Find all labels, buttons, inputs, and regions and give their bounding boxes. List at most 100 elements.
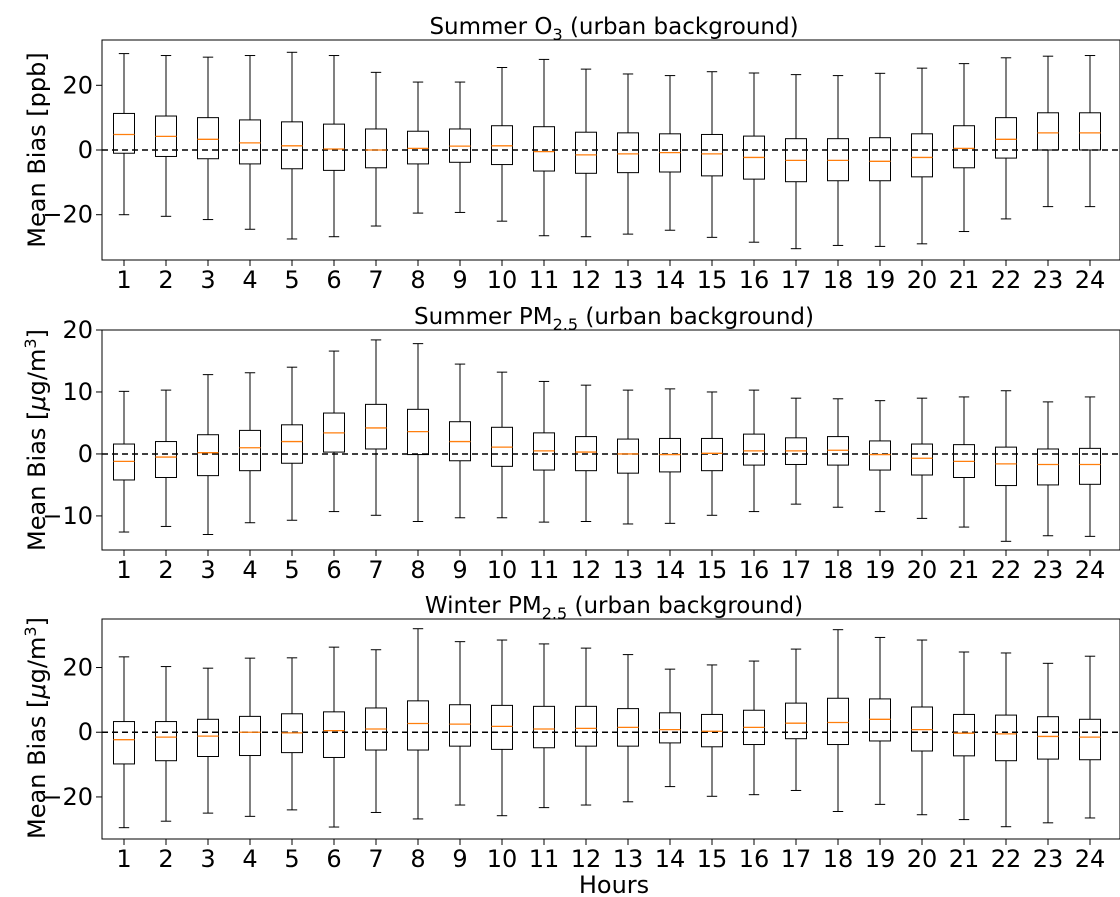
y-ticks: −20 0 20	[42, 654, 102, 811]
iqr-box	[1079, 112, 1101, 151]
iqr-box	[1037, 112, 1059, 151]
box-hour-3	[197, 667, 219, 814]
box-hour-12	[575, 68, 597, 238]
iqr-box	[995, 117, 1017, 159]
x-tick-label: 19	[865, 845, 896, 873]
x-tick-label: 14	[655, 556, 686, 584]
box-hour-2	[155, 666, 177, 822]
box-hour-22	[995, 390, 1017, 542]
x-tick-label: 9	[452, 266, 467, 294]
iqr-box	[575, 436, 597, 472]
x-tick-label: 3	[200, 556, 215, 584]
iqr-box	[911, 443, 933, 476]
box-hour-1	[113, 53, 135, 216]
iqr-box	[197, 117, 219, 160]
box-hour-12	[575, 647, 597, 806]
x-tick-label: 5	[284, 845, 299, 873]
box-hour-23	[1037, 401, 1059, 537]
panel-title: Winter PM2.5 (urban background)	[425, 593, 803, 623]
box-hour-2	[155, 55, 177, 217]
x-tick-label: 9	[452, 845, 467, 873]
box-hour-22	[995, 57, 1017, 220]
x-tick-label: 3	[200, 266, 215, 294]
box-hour-6	[323, 646, 345, 828]
iqr-box	[113, 721, 135, 765]
iqr-box	[869, 137, 891, 182]
y-tick-label: −20	[42, 783, 93, 811]
box-hour-16	[743, 660, 765, 796]
iqr-box	[323, 123, 345, 171]
x-tick-label: 16	[739, 266, 770, 294]
y-tick-label: 0	[78, 440, 93, 468]
panel-summer-pm25: Summer PM2.5 (urban background) Mean Bia…	[21, 304, 1120, 584]
iqr-box	[575, 705, 597, 747]
box-hour-22	[995, 652, 1017, 828]
box-hour-8	[407, 628, 429, 820]
box-hour-18	[827, 398, 849, 508]
box-hour-16	[743, 389, 765, 513]
box-hour-24	[1079, 655, 1101, 819]
iqr-box	[197, 434, 219, 477]
box-hour-6	[323, 55, 345, 238]
x-tick-label: 7	[368, 266, 383, 294]
x-tick-label: 17	[781, 556, 812, 584]
x-tick-label: 22	[991, 845, 1022, 873]
x-tick-label: 4	[242, 556, 257, 584]
axes-frame	[101, 329, 1120, 551]
x-tick-label: 12	[571, 845, 602, 873]
panel-title: Summer O3 (urban background)	[429, 14, 798, 44]
boxplot-series	[113, 628, 1101, 829]
iqr-box	[659, 712, 681, 744]
iqr-box	[113, 112, 135, 154]
box-hour-13	[617, 73, 639, 235]
x-ticks: 1 2 3 4 5 6 7 8 9 10 11 12 13 14 15 16 17 18 19 20 21 22 23 24	[116, 839, 1105, 873]
x-tick-label: 16	[739, 845, 770, 873]
iqr-box	[407, 700, 429, 751]
box-hour-9	[449, 81, 471, 213]
box-hour-20	[911, 67, 933, 245]
iqr-box	[1079, 447, 1101, 485]
x-tick-label: 2	[158, 266, 173, 294]
x-tick-label: 18	[823, 266, 854, 294]
x-tick-label: 11	[529, 845, 560, 873]
x-tick-label: 19	[865, 266, 896, 294]
box-hour-2	[155, 389, 177, 527]
x-tick-label: 14	[655, 266, 686, 294]
x-tick-label: 1	[116, 266, 131, 294]
x-tick-label: 21	[949, 556, 980, 584]
box-hour-23	[1037, 662, 1059, 824]
box-hour-21	[953, 63, 975, 233]
box-hour-13	[617, 654, 639, 803]
box-hour-1	[113, 390, 135, 533]
x-tick-label: 4	[242, 845, 257, 873]
iqr-box	[1037, 448, 1059, 486]
box-hour-11	[533, 643, 555, 809]
x-tick-label: 10	[487, 845, 518, 873]
x-tick-label: 8	[410, 556, 425, 584]
x-tick-label: 5	[284, 266, 299, 294]
x-tick-label: 15	[697, 266, 728, 294]
iqr-box	[617, 132, 639, 174]
y-tick-label: −20	[42, 201, 93, 229]
y-axis-label: Mean Bias [μg/m3]	[21, 617, 51, 839]
box-hour-15	[701, 391, 723, 516]
box-hour-12	[575, 384, 597, 522]
x-tick-label: 12	[571, 556, 602, 584]
x-ticks: 1 2 3 4 5 6 7 8 9 10 11 12 13 14 15 16 17 18 19 20 21 22 23 24	[116, 550, 1105, 584]
iqr-box	[785, 702, 807, 740]
x-tick-label: 6	[326, 556, 341, 584]
y-tick-label: 20	[62, 71, 93, 99]
iqr-box	[197, 718, 219, 758]
box-hour-17	[785, 74, 807, 250]
x-tick-label: 19	[865, 556, 896, 584]
box-hour-6	[323, 350, 345, 513]
x-tick-label: 21	[949, 266, 980, 294]
x-tick-label: 16	[739, 556, 770, 584]
iqr-box	[1037, 716, 1059, 760]
x-tick-label: 23	[1033, 845, 1064, 873]
y-tick-label: −10	[42, 502, 93, 530]
panel-winter-pm25: Winter PM2.5 (urban background) Mean Bia…	[21, 593, 1120, 897]
y-ticks: −20 0 20	[42, 71, 102, 229]
